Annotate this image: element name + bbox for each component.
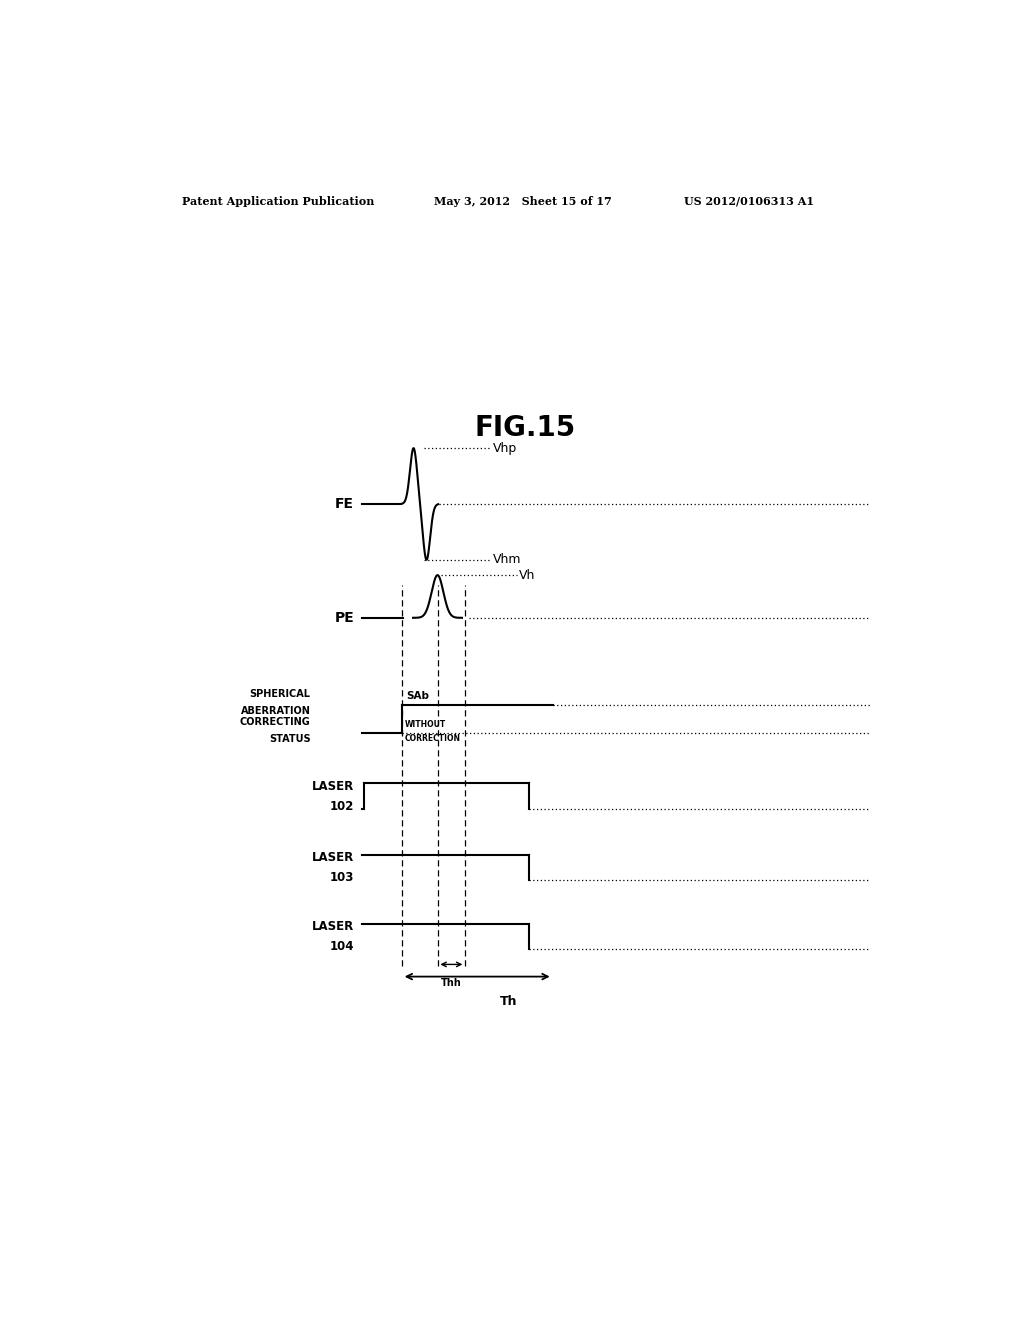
Text: US 2012/0106313 A1: US 2012/0106313 A1 bbox=[684, 195, 813, 207]
Text: LASER: LASER bbox=[312, 850, 354, 863]
Text: SAb: SAb bbox=[406, 692, 429, 701]
Text: FIG.15: FIG.15 bbox=[474, 413, 575, 442]
Text: WITHOUT: WITHOUT bbox=[404, 719, 446, 729]
Text: 103: 103 bbox=[330, 871, 354, 884]
Text: Vh: Vh bbox=[519, 569, 536, 582]
Text: LASER: LASER bbox=[312, 920, 354, 933]
Text: 104: 104 bbox=[330, 940, 354, 953]
Text: May 3, 2012   Sheet 15 of 17: May 3, 2012 Sheet 15 of 17 bbox=[433, 195, 611, 207]
Text: Vhm: Vhm bbox=[493, 553, 521, 566]
Text: STATUS: STATUS bbox=[269, 734, 310, 743]
Text: Vhp: Vhp bbox=[493, 442, 517, 454]
Text: Patent Application Publication: Patent Application Publication bbox=[182, 195, 375, 207]
Text: ABERRATION: ABERRATION bbox=[241, 706, 310, 717]
Text: Th: Th bbox=[500, 995, 518, 1008]
Text: Thh: Thh bbox=[441, 978, 462, 987]
Text: CORRECTION: CORRECTION bbox=[404, 734, 461, 743]
Text: PE: PE bbox=[335, 611, 354, 624]
Text: CORRECTING: CORRECTING bbox=[240, 717, 310, 726]
Text: 102: 102 bbox=[330, 800, 354, 813]
Text: LASER: LASER bbox=[312, 780, 354, 792]
Text: SPHERICAL: SPHERICAL bbox=[250, 689, 310, 700]
Text: FE: FE bbox=[335, 496, 354, 511]
